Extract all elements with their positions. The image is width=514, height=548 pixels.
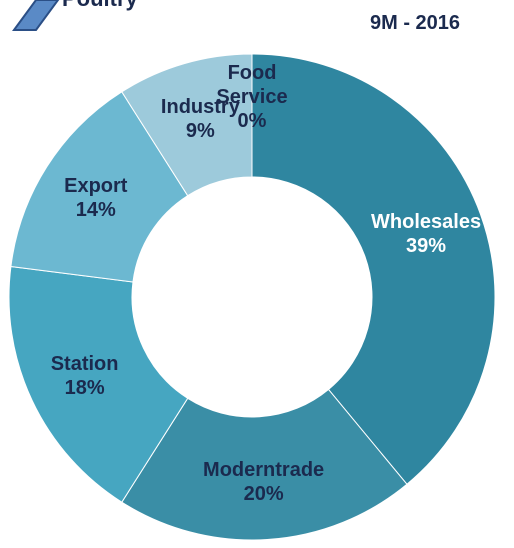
data-label: Food Service 0%	[207, 61, 297, 133]
chart-subtitle: 9M - 2016	[370, 12, 461, 34]
data-label: Wholesales 39%	[346, 210, 506, 258]
data-label: Industry 9%	[120, 95, 280, 143]
donut-slice	[8, 265, 189, 503]
slice-name: Wholesales	[371, 211, 482, 234]
data-label: Station 18%	[5, 352, 165, 400]
slice-value: 9%	[185, 120, 215, 143]
data-label: Moderntrade 20%	[184, 458, 344, 506]
slice-name: Food Service	[216, 62, 288, 108]
slice-value: 20%	[243, 482, 284, 505]
slice-value: 39%	[406, 235, 447, 258]
title-icon	[12, 0, 60, 31]
donut-slice	[10, 91, 189, 283]
data-label: Export 14%	[16, 174, 176, 222]
chart-title: Poultry	[62, 0, 138, 12]
donut-slice	[121, 388, 408, 541]
slice-name: Moderntrade	[203, 458, 325, 481]
slice-name: Industry	[160, 96, 240, 119]
slice-name: Station	[50, 352, 119, 375]
slice-value: 18%	[64, 376, 105, 399]
slice-value: 14%	[75, 198, 116, 221]
donut-slice	[251, 53, 496, 485]
slice-value: 0%	[237, 110, 267, 132]
slice-name: Export	[64, 174, 128, 197]
